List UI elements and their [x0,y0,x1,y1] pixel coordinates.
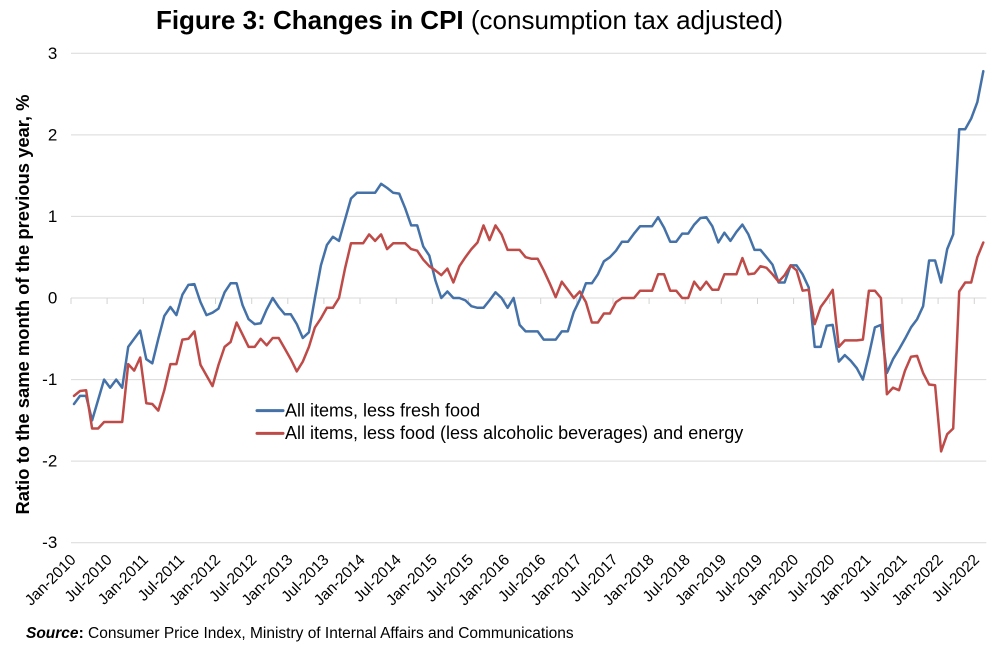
svg-text:Figure 3: Changes in CPI (cons: Figure 3: Changes in CPI (consumption ta… [156,5,783,35]
svg-text:All items, less food (less alc: All items, less food (less alcoholic bev… [285,423,743,443]
svg-text:1: 1 [48,207,57,226]
svg-text:2: 2 [48,125,57,144]
svg-text:Ratio to the same month of the: Ratio to the same month of the previous … [12,94,33,514]
svg-text:3: 3 [48,44,57,63]
svg-text:All items, less fresh food: All items, less fresh food [285,401,480,421]
svg-text:-3: -3 [42,533,57,552]
svg-text:-1: -1 [42,370,57,389]
svg-text:Source: Consumer Price Index,: Source: Consumer Price Index, Ministry o… [26,625,574,642]
svg-text:0: 0 [48,289,57,308]
svg-text:-2: -2 [42,452,57,471]
